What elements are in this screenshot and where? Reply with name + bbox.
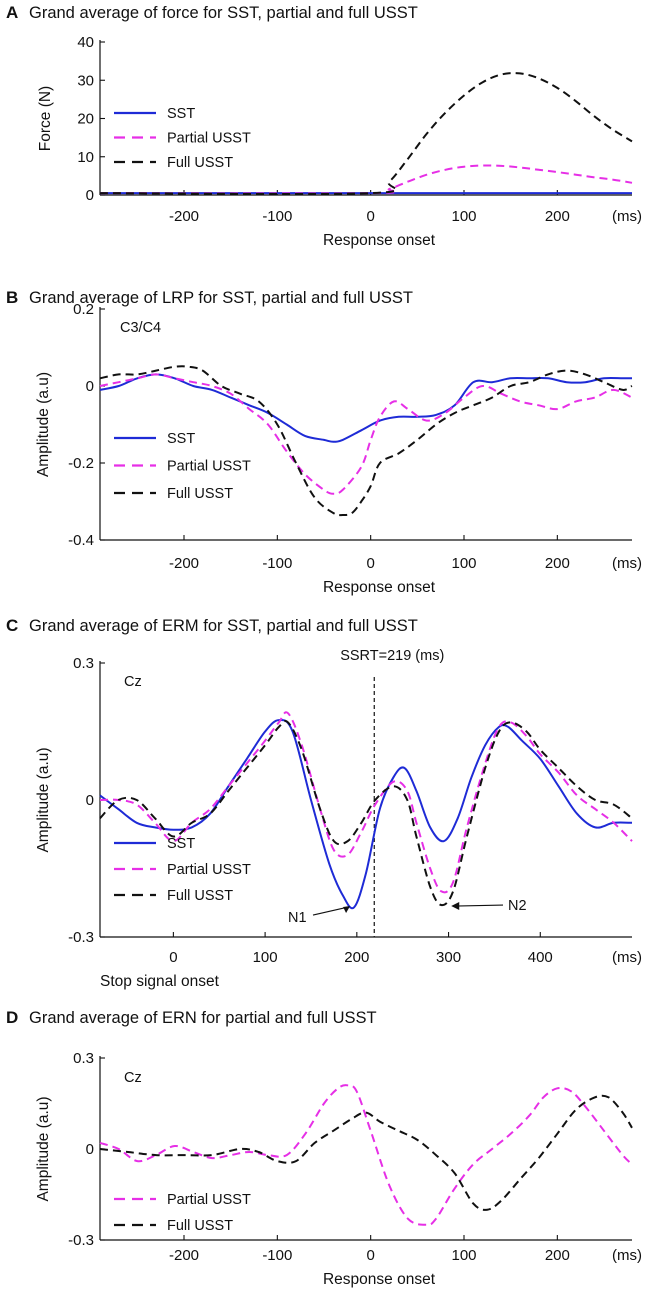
series-line-sst [99,373,632,443]
x-tick-label: 100 [451,208,476,225]
y-tick-label: 30 [77,72,94,89]
panel-letter: C [6,616,18,635]
y-tick-label: 20 [77,111,94,128]
channel-label: C3/C4 [120,320,161,336]
x-unit-label: (ms) [612,208,642,225]
legend-label: SST [167,106,195,122]
y-tick-label: 0.3 [73,655,94,672]
legend-label: SST [167,836,195,852]
panel-a: A Grand average of force for SST, partial… [6,3,642,249]
y-tick-label: 40 [77,34,94,51]
series-line-full-usst [99,719,633,907]
peak-arrow-n1 [312,906,349,916]
x-tick-label: 0 [169,949,177,966]
y-tick-label: 0 [86,1141,94,1158]
legend-label: Full USST [167,155,233,171]
panel-letter: A [6,3,18,22]
y-tick-label: -0.2 [68,455,94,472]
x-axis-label: Response onset [323,579,436,596]
x-tick-label: -100 [262,208,292,225]
y-axis-label: Force (N) [37,86,54,151]
y-tick-label: 0 [86,792,94,809]
x-tick-label: 100 [253,949,278,966]
x-tick-label: -200 [169,208,199,225]
x-unit-label: (ms) [612,949,642,966]
legend-label: Full USST [167,486,233,502]
x-unit-label: (ms) [612,1247,642,1264]
x-tick-label: 100 [451,1247,476,1264]
y-tick-label: -0.3 [68,1232,94,1249]
panel-b: B Grand average of LRP for SST, partial a… [6,288,642,596]
x-tick-label: 400 [528,949,553,966]
y-tick-label: -0.4 [68,532,94,549]
series-line-partial-usst [99,1084,633,1226]
peak-arrowhead-n1 [343,906,351,914]
x-tick-label: -200 [169,1247,199,1264]
legend-label: Partial USST [167,131,251,147]
legend-label: Partial USST [167,862,251,878]
legend-label: Partial USST [167,459,251,475]
ssrt-label: SSRT=219 (ms) [340,648,444,664]
panel-d: D Grand average of ERN for partial and fu… [6,1008,642,1288]
series-line-full-usst [99,1094,633,1211]
x-tick-label: 0 [366,208,374,225]
y-axis-label: Amplitude (a.u) [35,372,52,477]
x-tick-label: 100 [451,555,476,572]
peak-arrowhead-n2 [451,902,460,911]
series-line-partial-usst [99,373,633,495]
legend-label: SST [167,431,195,447]
x-unit-label: (ms) [612,555,642,572]
x-axis-label: Response onset [323,232,436,249]
chart-title: Grand average of LRP for SST, partial an… [29,289,413,307]
y-tick-label: 10 [77,149,94,166]
x-tick-label: 200 [545,555,570,572]
legend-label: Partial USST [167,1192,251,1208]
legend-label: Full USST [167,1218,233,1234]
x-tick-label: 200 [344,949,369,966]
chart-title: Grand average of ERM for SST, partial an… [29,617,418,635]
panel-c: C Grand average of ERM for SST, partial a… [6,616,642,990]
y-tick-label: 0.2 [73,301,94,318]
x-tick-label: 200 [545,1247,570,1264]
series-line-full-usst [99,72,633,195]
y-tick-label: 0 [86,187,94,204]
series-line-partial-usst [99,711,633,894]
x-tick-label: 200 [545,208,570,225]
channel-label: Cz [124,674,142,690]
panel-letter: D [6,1008,18,1027]
chart-title: Grand average of ERN for partial and ful… [29,1009,377,1027]
x-axis-label: Response onset [323,1271,436,1288]
panel-letter: B [6,288,18,307]
series-line-full-usst [99,365,633,517]
x-tick-label: -100 [262,1247,292,1264]
series-line-sst [99,719,633,910]
y-tick-label: 0 [86,378,94,395]
x-tick-label: 300 [436,949,461,966]
chart-title: Grand average of force for SST, partial … [29,4,418,22]
x-tick-label: -100 [262,555,292,572]
x-tick-label: 0 [366,555,374,572]
peak-arrow-n2 [455,904,504,907]
channel-label: Cz [124,1070,142,1086]
y-tick-label: -0.3 [68,929,94,946]
y-axis-label: Amplitude (a.u) [35,1096,52,1201]
x-tick-label: 0 [366,1247,374,1264]
legend-label: Full USST [167,888,233,904]
x-tick-label: -200 [169,555,199,572]
x-axis-label: Stop signal onset [100,973,220,990]
y-tick-label: 0.3 [73,1050,94,1067]
y-axis-label: Amplitude (a.u) [35,747,52,852]
peak-label-n2: N2 [508,898,527,914]
peak-label-n1: N1 [288,910,307,926]
